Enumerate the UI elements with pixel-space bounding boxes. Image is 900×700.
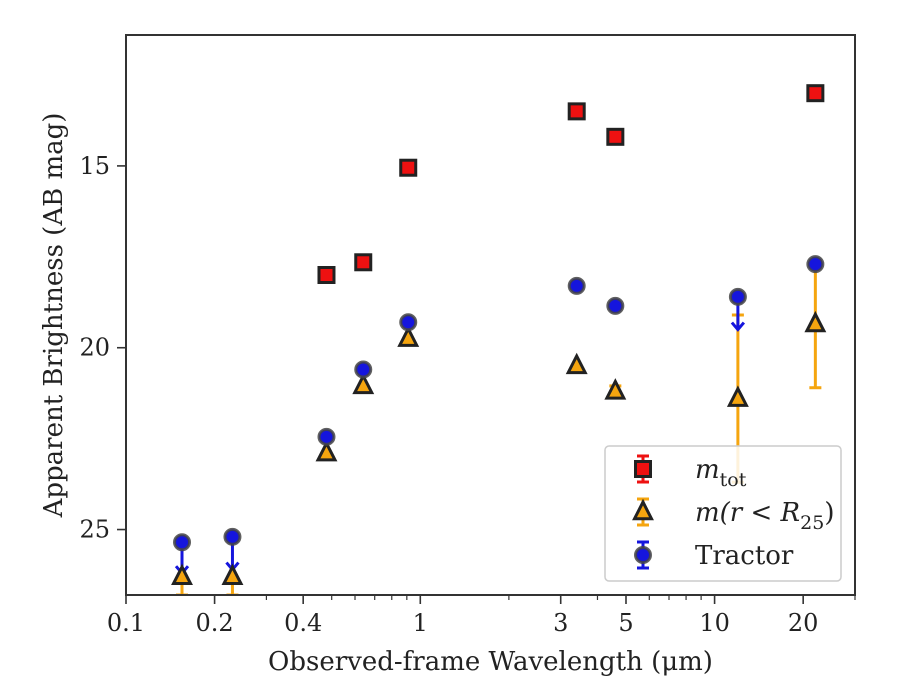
legend: mtot m(r < R25) Tractor <box>604 445 842 582</box>
y-axis-ticks: 15 20 25 <box>79 152 126 544</box>
data-point <box>317 427 336 446</box>
y-axis-label: Apparent Brightness (AB mag) <box>39 113 69 519</box>
legend-marker <box>632 498 654 521</box>
data-point <box>567 102 586 121</box>
data-point <box>604 378 627 400</box>
data-point <box>173 533 192 552</box>
x-axis-ticks: 0.1 0.2 0.4 1 3 5 10 20 <box>107 595 856 637</box>
data-point <box>567 276 586 295</box>
x-tick-label: 5 <box>618 609 633 637</box>
data-point <box>221 563 244 586</box>
data-point <box>728 287 747 306</box>
legend-box <box>604 445 842 582</box>
data-point <box>315 439 338 462</box>
y-tick-label: 15 <box>79 152 110 180</box>
x-tick-label: 0.1 <box>107 609 145 637</box>
data-point <box>606 296 625 315</box>
legend-marker <box>634 460 652 478</box>
y-tick-label: 20 <box>79 334 110 362</box>
legend-label: Tractor <box>695 541 794 571</box>
data-point <box>354 253 373 272</box>
y-tick-label: 25 <box>79 516 110 544</box>
plot-area-frame <box>125 34 856 596</box>
data-point <box>399 313 418 332</box>
upper-limit-arrowhead <box>730 321 746 332</box>
data-point <box>806 255 825 274</box>
legend-label: mtot <box>695 455 747 491</box>
markers-layer <box>171 84 827 586</box>
x-tick-label: 10 <box>699 609 730 637</box>
data-point <box>317 266 336 284</box>
data-point <box>606 127 625 146</box>
data-point <box>806 84 825 103</box>
data-point <box>352 372 375 395</box>
data-point <box>354 360 373 379</box>
x-tick-label: 20 <box>788 609 819 637</box>
data-point <box>223 527 242 546</box>
x-tick-label: 1 <box>413 609 428 637</box>
x-tick-label: 0.2 <box>196 609 234 637</box>
legend-marker <box>634 546 652 564</box>
x-axis-label: Observed-frame Wavelength (μm) <box>268 647 713 677</box>
x-tick-label: 0.4 <box>284 609 322 637</box>
data-point <box>399 158 418 177</box>
data-point <box>397 325 420 347</box>
data-point <box>804 310 827 333</box>
data-point <box>171 563 193 586</box>
data-point <box>726 385 749 407</box>
legend-label: m(r < R25) <box>695 498 834 534</box>
x-tick-label: 3 <box>553 609 568 637</box>
data-point <box>565 352 588 375</box>
